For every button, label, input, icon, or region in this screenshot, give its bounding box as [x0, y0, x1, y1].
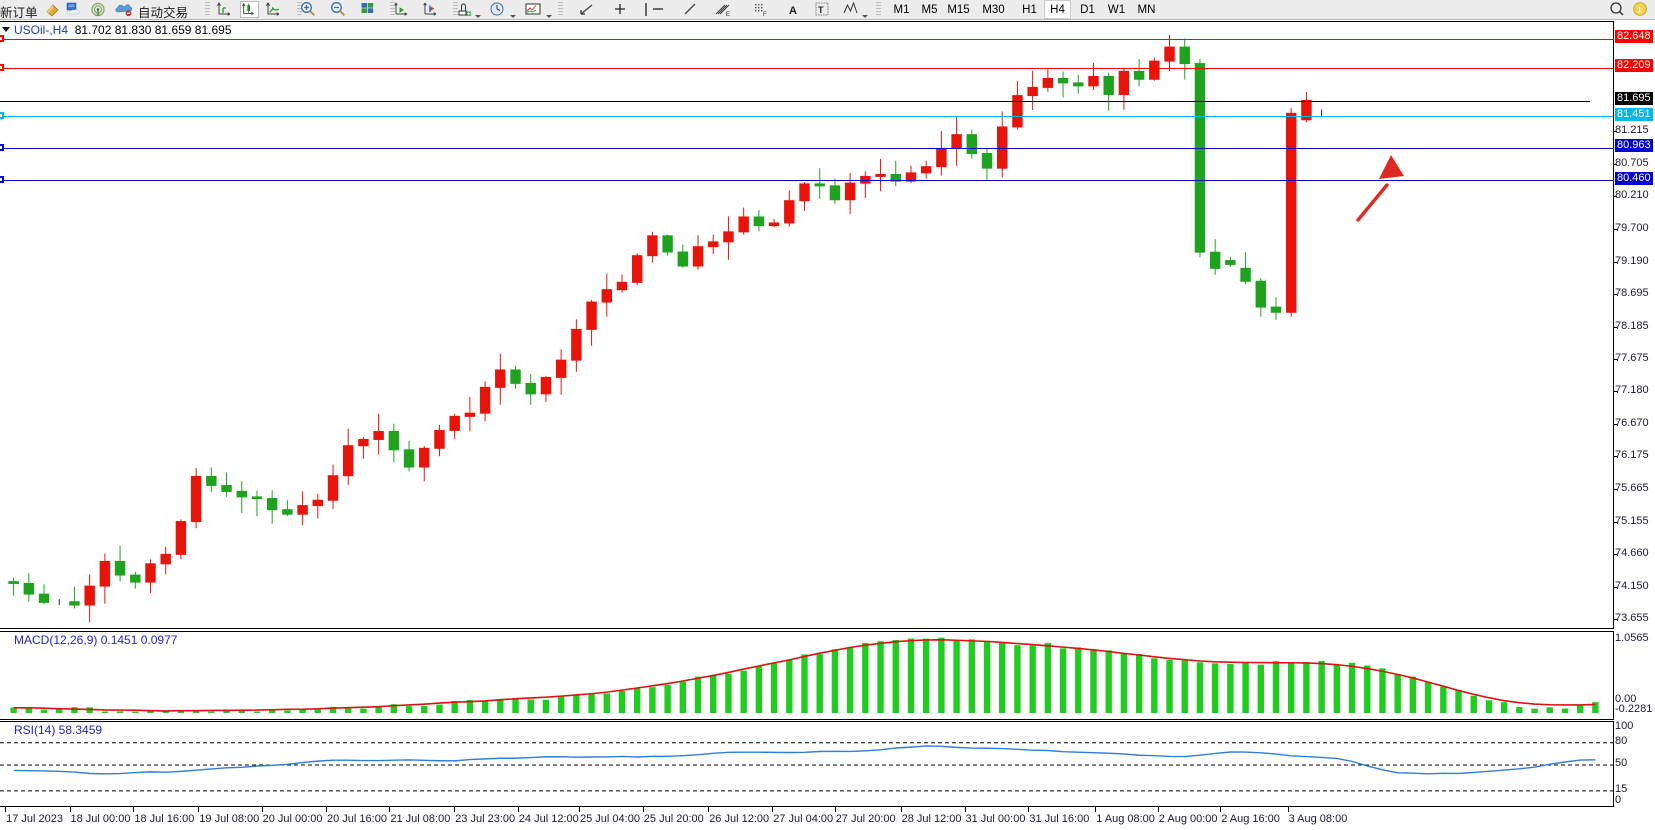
svg-text:E: E	[726, 12, 730, 18]
svg-text:F: F	[763, 12, 767, 18]
svg-text:A: A	[789, 5, 797, 17]
svg-text:1: 1	[1637, 6, 1642, 15]
svg-text:T: T	[818, 5, 824, 15]
